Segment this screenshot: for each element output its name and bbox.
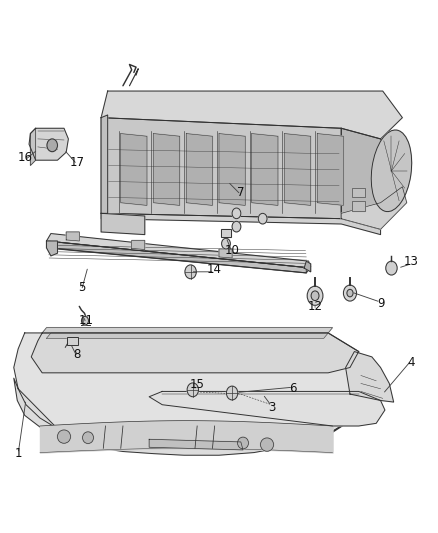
Polygon shape xyxy=(101,118,341,219)
Circle shape xyxy=(386,261,397,275)
Polygon shape xyxy=(346,352,394,402)
Polygon shape xyxy=(31,333,359,373)
Polygon shape xyxy=(121,134,147,205)
Polygon shape xyxy=(153,134,180,205)
Polygon shape xyxy=(29,128,68,160)
Polygon shape xyxy=(46,241,57,256)
Bar xyxy=(221,229,231,237)
Polygon shape xyxy=(30,128,35,165)
Circle shape xyxy=(343,285,357,301)
Circle shape xyxy=(226,386,238,400)
Text: 4: 4 xyxy=(407,356,415,369)
Polygon shape xyxy=(186,134,212,205)
Bar xyxy=(221,229,231,237)
Polygon shape xyxy=(42,328,332,333)
Polygon shape xyxy=(101,213,145,235)
Polygon shape xyxy=(101,91,403,139)
Text: 6: 6 xyxy=(290,382,297,395)
Text: 14: 14 xyxy=(207,263,222,276)
Polygon shape xyxy=(46,241,306,273)
Text: 17: 17 xyxy=(70,156,85,169)
Text: 11: 11 xyxy=(78,314,93,327)
Polygon shape xyxy=(14,333,363,442)
Ellipse shape xyxy=(57,430,71,443)
Circle shape xyxy=(81,317,88,325)
Polygon shape xyxy=(341,187,407,229)
Polygon shape xyxy=(304,261,311,272)
Polygon shape xyxy=(219,134,245,205)
Polygon shape xyxy=(46,241,311,273)
Polygon shape xyxy=(66,232,79,241)
Polygon shape xyxy=(101,213,381,235)
Polygon shape xyxy=(149,391,385,426)
Circle shape xyxy=(185,265,196,279)
Ellipse shape xyxy=(261,438,274,451)
Bar xyxy=(67,337,78,345)
Text: 13: 13 xyxy=(404,255,419,268)
Circle shape xyxy=(307,286,323,305)
Circle shape xyxy=(258,213,267,224)
Polygon shape xyxy=(101,115,108,213)
Polygon shape xyxy=(132,240,145,249)
Bar xyxy=(352,188,365,197)
Circle shape xyxy=(232,221,241,232)
Circle shape xyxy=(347,289,353,297)
Text: 3: 3 xyxy=(268,401,275,414)
Text: 10: 10 xyxy=(225,244,240,257)
Polygon shape xyxy=(252,134,278,205)
Text: 8: 8 xyxy=(74,348,81,361)
Text: 5: 5 xyxy=(78,281,85,294)
Ellipse shape xyxy=(237,437,248,449)
Polygon shape xyxy=(149,439,243,450)
Ellipse shape xyxy=(371,130,412,212)
Text: 12: 12 xyxy=(307,300,322,313)
Text: 7: 7 xyxy=(237,185,244,199)
Ellipse shape xyxy=(82,432,93,443)
Polygon shape xyxy=(14,378,363,455)
Text: 1: 1 xyxy=(14,447,22,460)
Polygon shape xyxy=(317,134,343,205)
Polygon shape xyxy=(46,333,328,338)
Polygon shape xyxy=(219,249,232,258)
Text: 16: 16 xyxy=(17,151,32,164)
Circle shape xyxy=(232,208,241,219)
Text: 9: 9 xyxy=(377,297,384,310)
Circle shape xyxy=(187,383,198,397)
Polygon shape xyxy=(341,128,381,229)
Circle shape xyxy=(222,238,230,249)
Bar xyxy=(352,201,365,211)
Circle shape xyxy=(47,139,57,152)
Text: 15: 15 xyxy=(190,378,205,391)
Circle shape xyxy=(311,291,319,301)
Bar xyxy=(352,201,365,211)
Polygon shape xyxy=(285,134,311,205)
Polygon shape xyxy=(46,233,308,268)
Bar xyxy=(67,337,78,345)
Bar xyxy=(352,188,365,197)
